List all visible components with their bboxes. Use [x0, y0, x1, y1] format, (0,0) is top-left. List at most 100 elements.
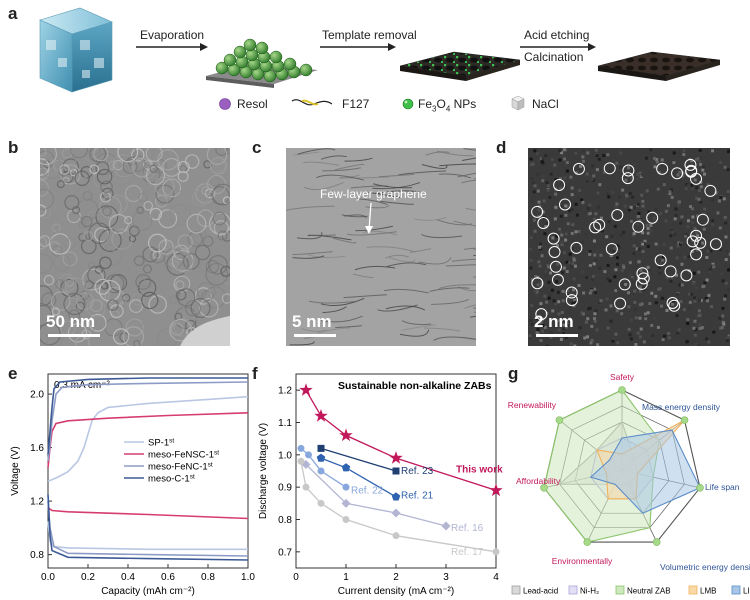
marker-Ref. 23	[392, 467, 400, 475]
x-tick-label-f: 3	[443, 572, 449, 583]
mesoporous-sheet-final-illustration	[597, 51, 721, 81]
legend-label-g: LMB	[700, 587, 716, 596]
panel-e-label: e	[8, 364, 18, 383]
annotation-few-layer-graphene: Few-layer graphene	[320, 187, 427, 201]
radar-vertex-dot	[652, 538, 661, 546]
step-calcination: Calcination	[524, 50, 584, 64]
radar-vertex-dot	[540, 484, 548, 492]
series-line-Ref. 16	[305, 464, 447, 527]
x-tick-label-e: 1.0	[241, 572, 255, 583]
x-tick-label-e: 0.8	[201, 572, 215, 583]
radar-vertex-dot	[680, 416, 689, 424]
step-acid-etching: Acid etching	[524, 28, 590, 42]
marker-Ref. 17	[297, 457, 305, 465]
y-axis-label-f: Discharge voltage (V)	[258, 423, 269, 519]
legend-label-g: Ni-H₂	[580, 587, 599, 596]
legend-label-e: meso-FeNSC-1st	[148, 449, 219, 461]
radar-axis-label: Affordability	[516, 476, 561, 486]
series-line-Ref. 22	[300, 447, 347, 488]
spheres-on-substrate-illustration	[206, 38, 318, 88]
legend-fe3o4: Fe3O4 NPs	[418, 97, 477, 114]
x-axis-label-e: Capacity (mAh cm⁻²)	[101, 586, 195, 597]
nacl-cube-illustration	[39, 7, 113, 93]
marker-Ref. 16	[341, 498, 351, 508]
step-template-removal: Template removal	[322, 28, 417, 42]
radar-axis-label: Volumetric energy density	[660, 562, 750, 572]
marker-Ref. 17	[342, 516, 350, 523]
panel-f-label: f	[252, 364, 258, 383]
legend-label-e: meso-C-1st	[148, 473, 195, 485]
tem-image-d: 2 nm	[528, 148, 730, 346]
legend-resol: Resol	[237, 97, 268, 111]
marker-Ref. 22	[342, 483, 350, 491]
panel-c-label: c	[252, 138, 262, 157]
chart-title-f: Sustainable non-alkaline ZABs	[338, 380, 492, 392]
scale-label-b: 50 nm	[46, 312, 96, 331]
series-label-Ref. 21: Ref. 21	[401, 490, 434, 501]
y-tick-label-f: 1.2	[278, 386, 292, 397]
marker-Ref. 16	[301, 460, 311, 470]
radar-axis-label: Mass energy density	[642, 402, 721, 412]
plot-frame-e	[47, 373, 249, 569]
y-tick-label-f: 0.8	[278, 515, 292, 526]
marker-This work	[314, 409, 328, 422]
marker-Ref. 21	[316, 453, 326, 462]
marker-Ref. 22	[297, 444, 305, 452]
x-axis-label-f: Current density (mA cm⁻²)	[338, 586, 454, 597]
x-tick-label-e: 0.6	[161, 572, 175, 583]
legend-label-e: meso-FeNC-1st	[148, 461, 213, 473]
y-tick-label-e: 1.6	[30, 443, 44, 454]
legend-icons	[219, 95, 525, 111]
radar-vertex-dot	[618, 386, 626, 394]
x-tick-label-f: 4	[493, 572, 499, 583]
panel-g-label: g	[508, 364, 519, 383]
scale-bar-c	[294, 334, 336, 337]
voltage-capacity-chart: 0.0 0.2 0.4 0.6 0.8 1.0 0.8 1.2 1.6 2.0 Capacity (…	[10, 373, 255, 597]
series-label-Ref. 22: Ref. 22	[351, 486, 384, 497]
legend-nacl: NaCl	[532, 97, 559, 111]
radar-vertex-dot	[555, 416, 564, 424]
tem-image-b: 50 nm	[40, 148, 230, 346]
series-line-meso-FeNSC-1st-discharge	[47, 507, 249, 520]
salt-cube-icon	[511, 95, 525, 111]
marker-Ref. 17	[492, 548, 500, 556]
legend-swatch-g	[688, 585, 698, 595]
y-tick-label-f: 0.7	[278, 547, 292, 558]
y-tick-label-e: 1.2	[30, 497, 44, 508]
x-tick-label-f: 1	[343, 572, 349, 583]
series-line-SP-1st-discharge	[47, 521, 248, 551]
battery-comparison-radar: Safety Mass energy density Life span Volume…	[508, 372, 750, 596]
legend-label-g: LIB	[743, 587, 750, 596]
purple-sphere-icon	[219, 98, 231, 110]
scale-bar-d	[536, 334, 578, 337]
marker-This work	[389, 451, 403, 464]
scale-label-c: 5 nm	[292, 312, 332, 331]
panel-d-label: d	[496, 138, 507, 157]
y-tick-label-f: 1.0	[278, 450, 292, 461]
legend-label-e: SP-1st	[148, 437, 174, 449]
x-tick-label-e: 0.2	[81, 572, 95, 583]
y-tick-label-f: 0.9	[278, 483, 292, 494]
marker-Ref. 21	[341, 463, 351, 472]
series-line-Ref. 17	[300, 461, 497, 553]
radar-axis-label: Safety	[610, 372, 635, 382]
marker-Ref. 21	[391, 492, 401, 501]
mesoporous-sheet-green-illustration	[399, 51, 521, 81]
series-line-SP-1st-charge	[47, 395, 249, 482]
y-tick-label-e: 0.8	[30, 550, 44, 561]
marker-This work	[339, 428, 353, 442]
legend-swatch-g	[615, 585, 625, 595]
marker-Ref. 23	[317, 444, 325, 452]
series-label-Ref. 17: Ref. 17	[451, 547, 484, 558]
y-tick-label-f: 1.1	[278, 418, 292, 429]
x-tick-label-f: 2	[393, 572, 399, 583]
panel-b-label: b	[8, 138, 19, 157]
legend-swatch-g	[568, 585, 578, 595]
legend-f127: F127	[342, 97, 370, 111]
radar-vertex-dot	[696, 484, 704, 492]
marker-Ref. 22	[305, 451, 312, 459]
marker-This work	[489, 483, 503, 497]
x-tick-label-e: 0.4	[121, 572, 135, 583]
radar-vertex-dot	[583, 538, 592, 546]
marker-Ref. 17	[317, 499, 325, 507]
